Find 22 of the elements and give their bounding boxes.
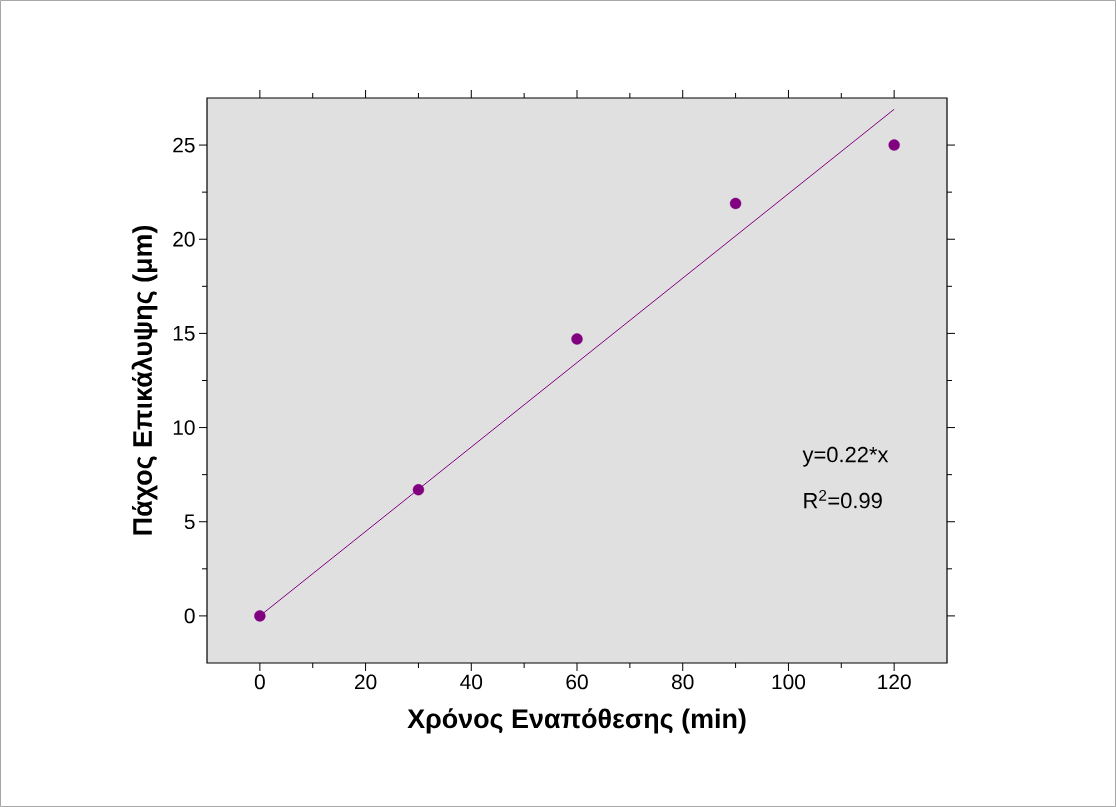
point [888, 139, 900, 151]
y-tick-label: 0 [184, 608, 195, 624]
point [412, 484, 425, 496]
x-tick-label: 80 [672, 674, 694, 690]
x-tick-label: 100 [772, 674, 806, 690]
point [729, 197, 742, 210]
x-tick-label: 40 [460, 674, 483, 690]
y-tick-label: 15 [173, 326, 195, 341]
point [571, 333, 583, 345]
x-tick-label: 120 [878, 674, 911, 690]
annotation: y=0.22*x [802, 446, 889, 467]
y-tick-label: 25 [173, 137, 195, 153]
x-tick-label: 20 [354, 674, 377, 690]
annotation: R$^{2}$=0.99 [804, 489, 882, 509]
x-tick-label: 60 [566, 674, 588, 690]
y-axis-title: Πάχος Επικάλυψης (μm) [131, 225, 158, 535]
point [254, 610, 266, 622]
y-tick-label: 5 [184, 514, 195, 530]
x-axis-title: Χρόνος Εναπόθεσης (min) [407, 708, 746, 734]
y-tick-label: 10 [173, 420, 195, 435]
y-tick-label: 20 [173, 231, 195, 247]
x-tick-label: 0 [254, 674, 265, 690]
